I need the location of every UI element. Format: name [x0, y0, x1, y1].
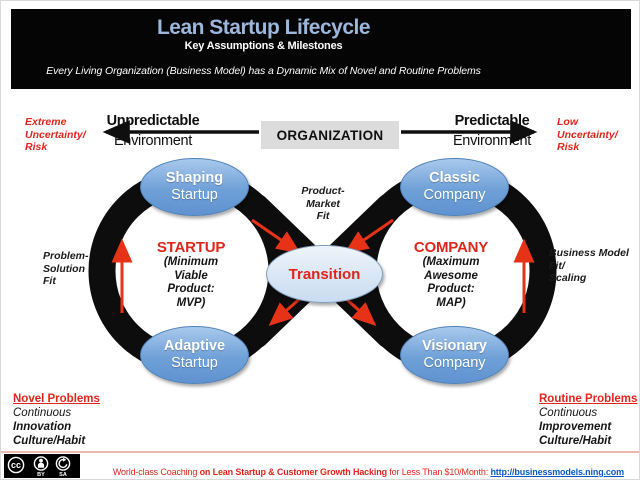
annot-line: Scaling	[549, 272, 587, 284]
page-subtitle: Key Assumptions & Milestones	[184, 40, 343, 52]
corner-line: Culture/Habit	[13, 435, 86, 447]
startup-line: Product:	[167, 283, 215, 295]
unpredictable-label: Unpredictable	[106, 113, 200, 129]
company-line: Awesome	[424, 269, 478, 282]
annot-line: Fit/	[549, 259, 565, 272]
annot-line: Solution	[43, 262, 85, 275]
environment-left-label: Environment	[113, 133, 193, 149]
node-label: Startup	[171, 187, 218, 203]
startup-line: Viable	[174, 269, 208, 282]
creative-commons-badge: cc BY SA	[4, 454, 80, 478]
cc-by-label: BY	[37, 472, 45, 478]
novel-problems-heading: Novel Problems	[13, 393, 100, 405]
node-visionary-company: Visionary Company	[400, 326, 509, 384]
page-tagline: Every Living Organization (Business Mode…	[46, 65, 481, 77]
company-label-block: COMPANY (Maximum Awesome Product: MAP)	[389, 239, 513, 310]
cc-sa-arrow	[58, 458, 68, 469]
risk-line: Low	[557, 116, 578, 128]
business-model-fit-label: Business Model Fit/ Scaling	[549, 247, 635, 285]
startup-line: MVP)	[176, 296, 206, 309]
node-label: Adaptive	[163, 338, 226, 354]
cc-logo-text: cc	[11, 460, 21, 470]
footer-text: for Less Than $10/Month:	[386, 467, 491, 477]
footer-bar: cc BY SA World-class Coaching on Lean St…	[1, 451, 639, 479]
node-label: Classic	[429, 170, 480, 186]
node-label: Company	[423, 355, 486, 371]
cc-sa-icon	[55, 456, 71, 471]
risk-line: Uncertainty/	[557, 128, 618, 141]
annot-line: Fit	[316, 210, 330, 222]
routine-problems-heading: Routine Problems	[539, 393, 638, 405]
node-label: Transition	[288, 265, 361, 283]
corner-line: Culture/Habit	[539, 435, 612, 447]
startup-label-block: STARTUP (Minimum Viable Product: MVP)	[129, 239, 253, 310]
risk-line: Risk	[25, 141, 48, 153]
risk-line: Risk	[557, 141, 580, 153]
cc-by-person-body	[37, 462, 45, 468]
problem-solution-fit-label: Problem- Solution Fit	[43, 250, 113, 288]
from-transition-left-arrow	[268, 294, 304, 326]
company-line: Product:	[427, 283, 475, 295]
extreme-uncertainty-label: Extreme Uncertainty/ Risk	[25, 116, 101, 154]
node-classic-company: Classic Company	[400, 158, 509, 216]
low-uncertainty-label: Low Uncertainty/ Risk	[557, 116, 633, 154]
cc-logo-icon	[7, 456, 25, 474]
to-transition-right-arrow	[344, 218, 394, 254]
organization-box: ORGANIZATION	[261, 121, 399, 149]
cc-sa-arrowhead	[62, 457, 67, 462]
header-text-block: Lean Startup Lifecycle Key Assumptions &…	[11, 9, 516, 78]
cc-sa-label: SA	[59, 472, 67, 478]
header-banner: Lean Startup Lifecycle Key Assumptions &…	[11, 9, 631, 89]
node-transition: Transition	[266, 245, 383, 303]
cc-by-person-head	[39, 458, 43, 463]
corner-line: Continuous	[539, 407, 598, 419]
footer-text-block: World-class Coaching on Lean Startup & C…	[81, 454, 637, 479]
corner-line: Innovation	[13, 421, 72, 433]
page-title: Lean Startup Lifecycle	[156, 16, 371, 39]
corner-line: Continuous	[13, 407, 72, 419]
company-line: (Maximum	[422, 256, 480, 268]
corner-line: Improvement	[539, 421, 612, 433]
risk-line: Extreme	[25, 116, 67, 128]
businessmodels-link[interactable]: http://businessmodels.ning.com	[490, 467, 624, 477]
to-transition-left-arrow	[251, 218, 301, 254]
node-label: Visionary	[421, 338, 488, 354]
risk-line: Uncertainty/	[25, 128, 86, 141]
footer-text: on Lean Startup & Customer Growth Hackin…	[199, 467, 388, 477]
node-label: Shaping	[165, 170, 224, 186]
footer-text: World-class Coaching	[112, 467, 200, 477]
routine-problems-block: Routine Problems Continuous Improvement …	[539, 392, 637, 448]
novel-problems-block: Novel Problems Continuous Innovation Cul…	[13, 392, 100, 448]
product-market-fit-label: Product- Market Fit	[288, 185, 358, 223]
annot-line: Product-	[301, 185, 345, 197]
node-adaptive-startup: Adaptive Startup	[140, 326, 249, 384]
footer-line-1: World-class Coaching on Lean Startup & C…	[81, 454, 637, 479]
annot-line: Fit	[43, 275, 56, 287]
node-shaping-startup: Shaping Startup	[140, 158, 249, 216]
company-line: MAP)	[436, 296, 466, 309]
node-label: Company	[423, 187, 486, 203]
annot-line: Business Model	[549, 247, 629, 259]
cc-by-icon	[33, 456, 49, 471]
startup-line: (Minimum	[163, 256, 219, 268]
company-title: COMPANY	[413, 239, 489, 256]
annot-line: Problem-	[43, 250, 89, 262]
startup-title: STARTUP	[156, 239, 226, 256]
annot-line: Market	[306, 197, 340, 210]
node-label: Startup	[171, 355, 218, 371]
